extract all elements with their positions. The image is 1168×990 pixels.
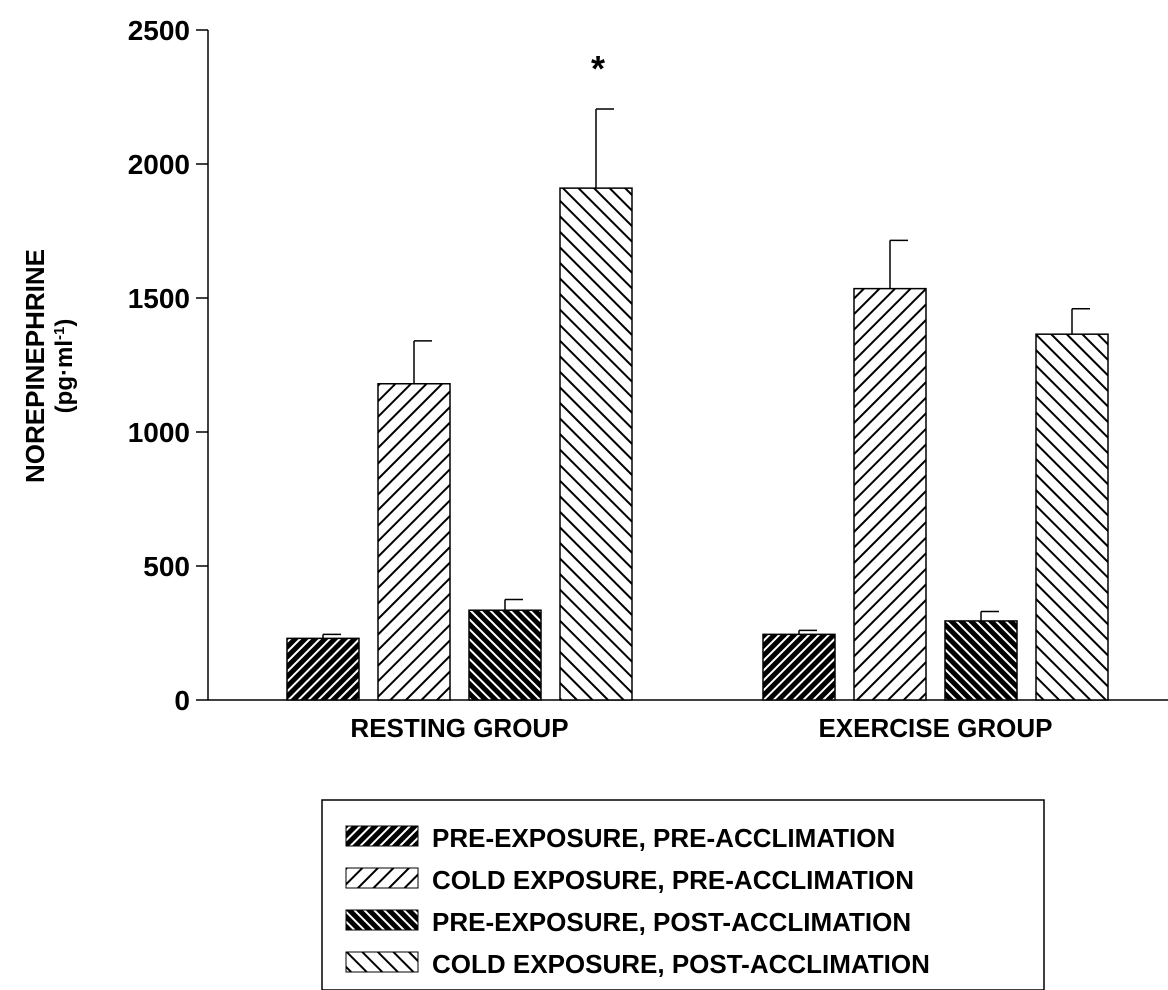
y-tick-label: 500 [143, 551, 190, 582]
legend-label: COLD EXPOSURE, POST-ACCLIMATION [432, 949, 930, 979]
bar [286, 637, 360, 701]
legend-box [321, 799, 1045, 990]
legend-swatch [345, 909, 419, 931]
bar [853, 287, 927, 701]
x-tick-labels: RESTING GROUP EXERCISE GROUP [350, 713, 1052, 743]
significance-marker: * [591, 48, 605, 89]
bar [468, 609, 542, 701]
legend-swatch [345, 867, 419, 889]
bar [1035, 333, 1109, 701]
legend-label: PRE-EXPOSURE, PRE-ACCLIMATION [432, 823, 895, 853]
x-tick-label: EXERCISE GROUP [818, 713, 1052, 743]
legend: PRE-EXPOSURE, PRE-ACCLIMATION COLD EXPOSU… [321, 799, 1045, 990]
axes [207, 30, 1168, 701]
legend-label: PRE-EXPOSURE, POST-ACCLIMATION [432, 907, 911, 937]
x-tick-label: RESTING GROUP [350, 713, 568, 743]
y-axis-label: NOREPINEPHRINE [20, 249, 50, 483]
bar [377, 383, 451, 701]
bars [286, 187, 1109, 701]
legend-label: COLD EXPOSURE, PRE-ACCLIMATION [432, 865, 914, 895]
legend-swatch [345, 951, 419, 973]
annotations: * [591, 48, 605, 89]
legend-swatch [345, 825, 419, 847]
y-axis-unit-exponent: -1 [51, 327, 68, 340]
y-axis-unit: (pg·ml-1) [51, 319, 79, 414]
y-tick-label: 0 [174, 685, 190, 716]
y-tick-label: 1500 [128, 283, 190, 314]
y-tick-label: 1000 [128, 417, 190, 448]
bar [762, 633, 836, 701]
bar [944, 620, 1018, 701]
y-tick-label: 2000 [128, 149, 190, 180]
y-tick-label: 2500 [128, 15, 190, 46]
y-ticks: 0 500 1000 1500 2000 2500 [128, 15, 208, 716]
error-bars [322, 108, 1090, 639]
bar [559, 187, 633, 701]
